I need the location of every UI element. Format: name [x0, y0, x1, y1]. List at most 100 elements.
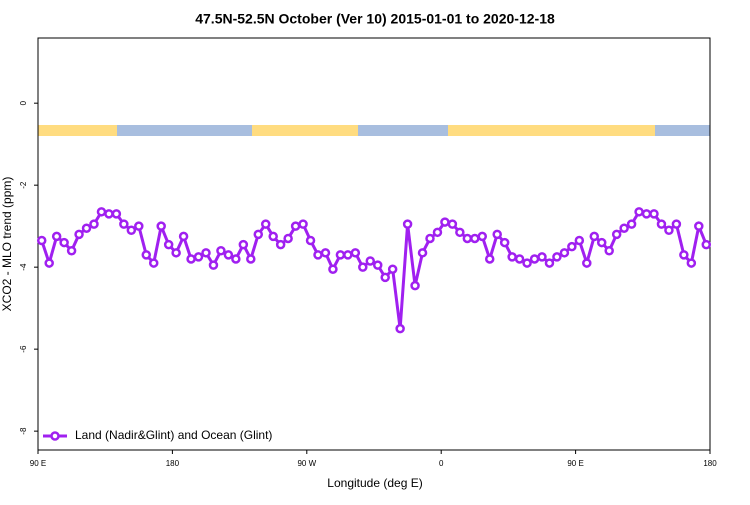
ocean-segment [358, 125, 448, 136]
data-point [402, 219, 413, 229]
data-point [36, 235, 47, 246]
x-tick-label: 90 E [567, 459, 583, 468]
data-point [111, 209, 122, 219]
data-point [290, 221, 301, 231]
data-point [387, 264, 398, 274]
data-point [134, 221, 144, 231]
data-point [559, 248, 570, 258]
x-tick-label: 0 [439, 459, 444, 468]
data-point [171, 248, 181, 258]
data-point [626, 219, 637, 229]
data-point [417, 248, 428, 258]
data-point [126, 225, 137, 236]
data-point [328, 264, 338, 274]
data-point [208, 260, 219, 270]
data-point [141, 250, 152, 260]
x-axis-label: Longitude (deg E) [327, 476, 422, 490]
data-point [275, 239, 286, 250]
data-point [96, 207, 107, 217]
data-point [372, 260, 383, 270]
data-point [156, 221, 166, 231]
data-point [596, 237, 607, 248]
data-point [641, 209, 652, 219]
data-point [201, 248, 211, 258]
data-point [582, 258, 592, 268]
data-point [484, 254, 495, 264]
data-point [305, 235, 316, 246]
data-point [66, 246, 77, 256]
data-point [440, 217, 450, 227]
data-point [470, 233, 480, 244]
data-point [604, 246, 614, 256]
ocean-segment [655, 125, 710, 136]
data-point [253, 229, 264, 240]
data-point [313, 250, 323, 260]
data-point [619, 223, 629, 233]
legend-label: Land (Nadir&Glint) and Ocean (Glint) [75, 428, 272, 442]
y-axis-label: XCO2 - MLO trend (ppm) [0, 177, 14, 312]
data-point [567, 241, 577, 252]
y-tick-label: -6 [19, 345, 28, 353]
data-point [51, 231, 62, 242]
data-point [260, 219, 271, 229]
data-point [320, 248, 331, 258]
data-point [119, 219, 129, 229]
data-point [380, 272, 390, 283]
data-point [671, 219, 682, 229]
data-point [462, 233, 473, 244]
data-point [358, 262, 368, 272]
y-tick-label: -2 [19, 181, 28, 189]
data-point [455, 227, 465, 238]
data-point [223, 250, 234, 260]
land-segment [252, 125, 358, 136]
data-point [686, 258, 697, 268]
data-point [343, 250, 353, 260]
data-point [59, 237, 69, 248]
data-point [529, 254, 540, 264]
data-point [104, 209, 114, 219]
data-point [410, 280, 420, 291]
data-point [298, 219, 308, 229]
data-point [574, 235, 585, 246]
data-point [350, 248, 361, 258]
x-tick-label: 90 E [30, 459, 46, 468]
data-point [216, 246, 226, 256]
data-point [395, 323, 405, 334]
land-segment [38, 125, 117, 136]
data-point [148, 258, 159, 268]
data-point [477, 231, 488, 242]
land-ocean-strip [38, 125, 710, 136]
data-point [507, 252, 517, 262]
x-tick-label: 180 [166, 459, 180, 468]
data-point [246, 254, 256, 264]
data-point [447, 219, 458, 229]
data-point [634, 207, 644, 217]
x-tick-label: 180 [703, 459, 717, 468]
data-point [499, 237, 510, 248]
data-point [537, 252, 547, 262]
data-point [425, 233, 435, 244]
data-point [656, 219, 667, 229]
data-point [89, 219, 99, 229]
data-point [679, 250, 689, 260]
y-tick-label: 0 [19, 100, 28, 105]
legend-marker [50, 431, 60, 441]
data-point [44, 258, 54, 268]
data-point [268, 231, 278, 242]
data-point [231, 254, 241, 264]
data-point [649, 209, 659, 219]
data-point [283, 233, 293, 244]
data-point [664, 225, 674, 236]
data-point [492, 229, 502, 240]
data-point [163, 239, 174, 250]
data-point [544, 258, 555, 268]
data-point [701, 239, 712, 250]
data-point [335, 250, 346, 260]
data-point [238, 239, 249, 250]
data-point [81, 223, 92, 233]
ocean-segment [117, 125, 252, 136]
data-point [514, 254, 525, 264]
y-tick-label: -8 [19, 427, 28, 435]
data-point [365, 256, 376, 266]
